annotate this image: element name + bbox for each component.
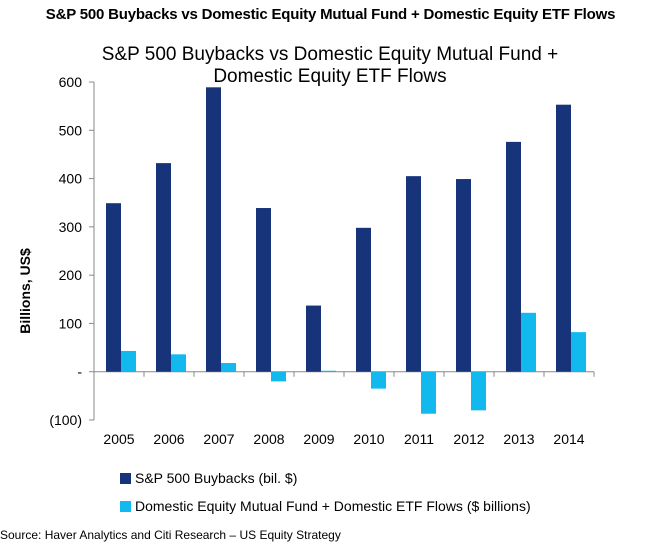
bar-buybacks-2010 xyxy=(356,227,371,372)
legend-swatch-flows xyxy=(120,500,131,512)
bar-flows-2010 xyxy=(371,371,386,389)
bar-buybacks-2013 xyxy=(506,141,521,372)
y-tick-label: 200 xyxy=(59,267,83,283)
chart-title-line-1: S&P 500 Buybacks vs Domestic Equity Mutu… xyxy=(101,44,559,65)
chart-title-line-2: Domestic Equity ETF Flows xyxy=(213,66,447,87)
x-tick-label: 2008 xyxy=(253,431,284,447)
y-tick-label: - xyxy=(77,364,82,380)
x-tick-label: 2013 xyxy=(503,431,534,447)
bar-flows-2005 xyxy=(121,350,136,372)
y-tick-label: (100) xyxy=(49,412,82,428)
source-note: Source: Haver Analytics and Citi Researc… xyxy=(0,528,341,542)
x-tick-label: 2009 xyxy=(303,431,334,447)
x-tick-label: 2005 xyxy=(103,431,134,447)
y-tick-label: 300 xyxy=(59,219,83,235)
bar-flows-2011 xyxy=(421,371,436,414)
y-tick-label: 600 xyxy=(59,74,83,90)
bar-buybacks-2008 xyxy=(256,208,271,372)
bar-buybacks-2009 xyxy=(306,305,321,372)
x-tick-label: 2006 xyxy=(153,431,184,447)
bar-flows-2007 xyxy=(221,363,236,372)
x-tick-label: 2010 xyxy=(353,431,384,447)
bar-buybacks-2012 xyxy=(456,179,471,372)
bar-flows-2012 xyxy=(471,371,486,411)
y-tick-label: 100 xyxy=(59,315,83,331)
chart-title: S&P 500 Buybacks vs Domestic Equity Mutu… xyxy=(60,44,600,88)
x-tick-label: 2011 xyxy=(404,431,434,447)
x-tick-label: 2007 xyxy=(203,431,234,447)
bar-buybacks-2007 xyxy=(206,87,221,372)
bar-buybacks-2005 xyxy=(106,203,121,372)
bar-buybacks-2011 xyxy=(406,176,421,372)
bar-flows-2014 xyxy=(571,332,586,372)
x-tick-label: 2012 xyxy=(453,431,484,447)
bar-buybacks-2014 xyxy=(556,104,571,372)
bar-flows-2006 xyxy=(171,354,186,372)
bar-flows-2013 xyxy=(521,312,536,372)
bar-flows-2009 xyxy=(321,370,336,372)
y-tick-label: 500 xyxy=(59,122,83,138)
legend-label-buybacks: S&P 500 Buybacks (bil. $) xyxy=(135,470,298,486)
legend-item-flows: Domestic Equity Mutual Fund + Domestic E… xyxy=(120,498,531,514)
legend-item-buybacks: S&P 500 Buybacks (bil. $) xyxy=(120,470,297,486)
y-axis-label: Billions, US$ xyxy=(17,248,33,334)
y-tick-label: 400 xyxy=(59,171,83,187)
bar-buybacks-2006 xyxy=(156,163,171,372)
bar-flows-2008 xyxy=(271,371,286,382)
x-tick-label: 2014 xyxy=(553,431,584,447)
legend-swatch-buybacks xyxy=(120,472,131,484)
legend-label-flows: Domestic Equity Mutual Fund + Domestic E… xyxy=(135,498,531,514)
page-title: S&P 500 Buybacks vs Domestic Equity Mutu… xyxy=(45,6,616,23)
